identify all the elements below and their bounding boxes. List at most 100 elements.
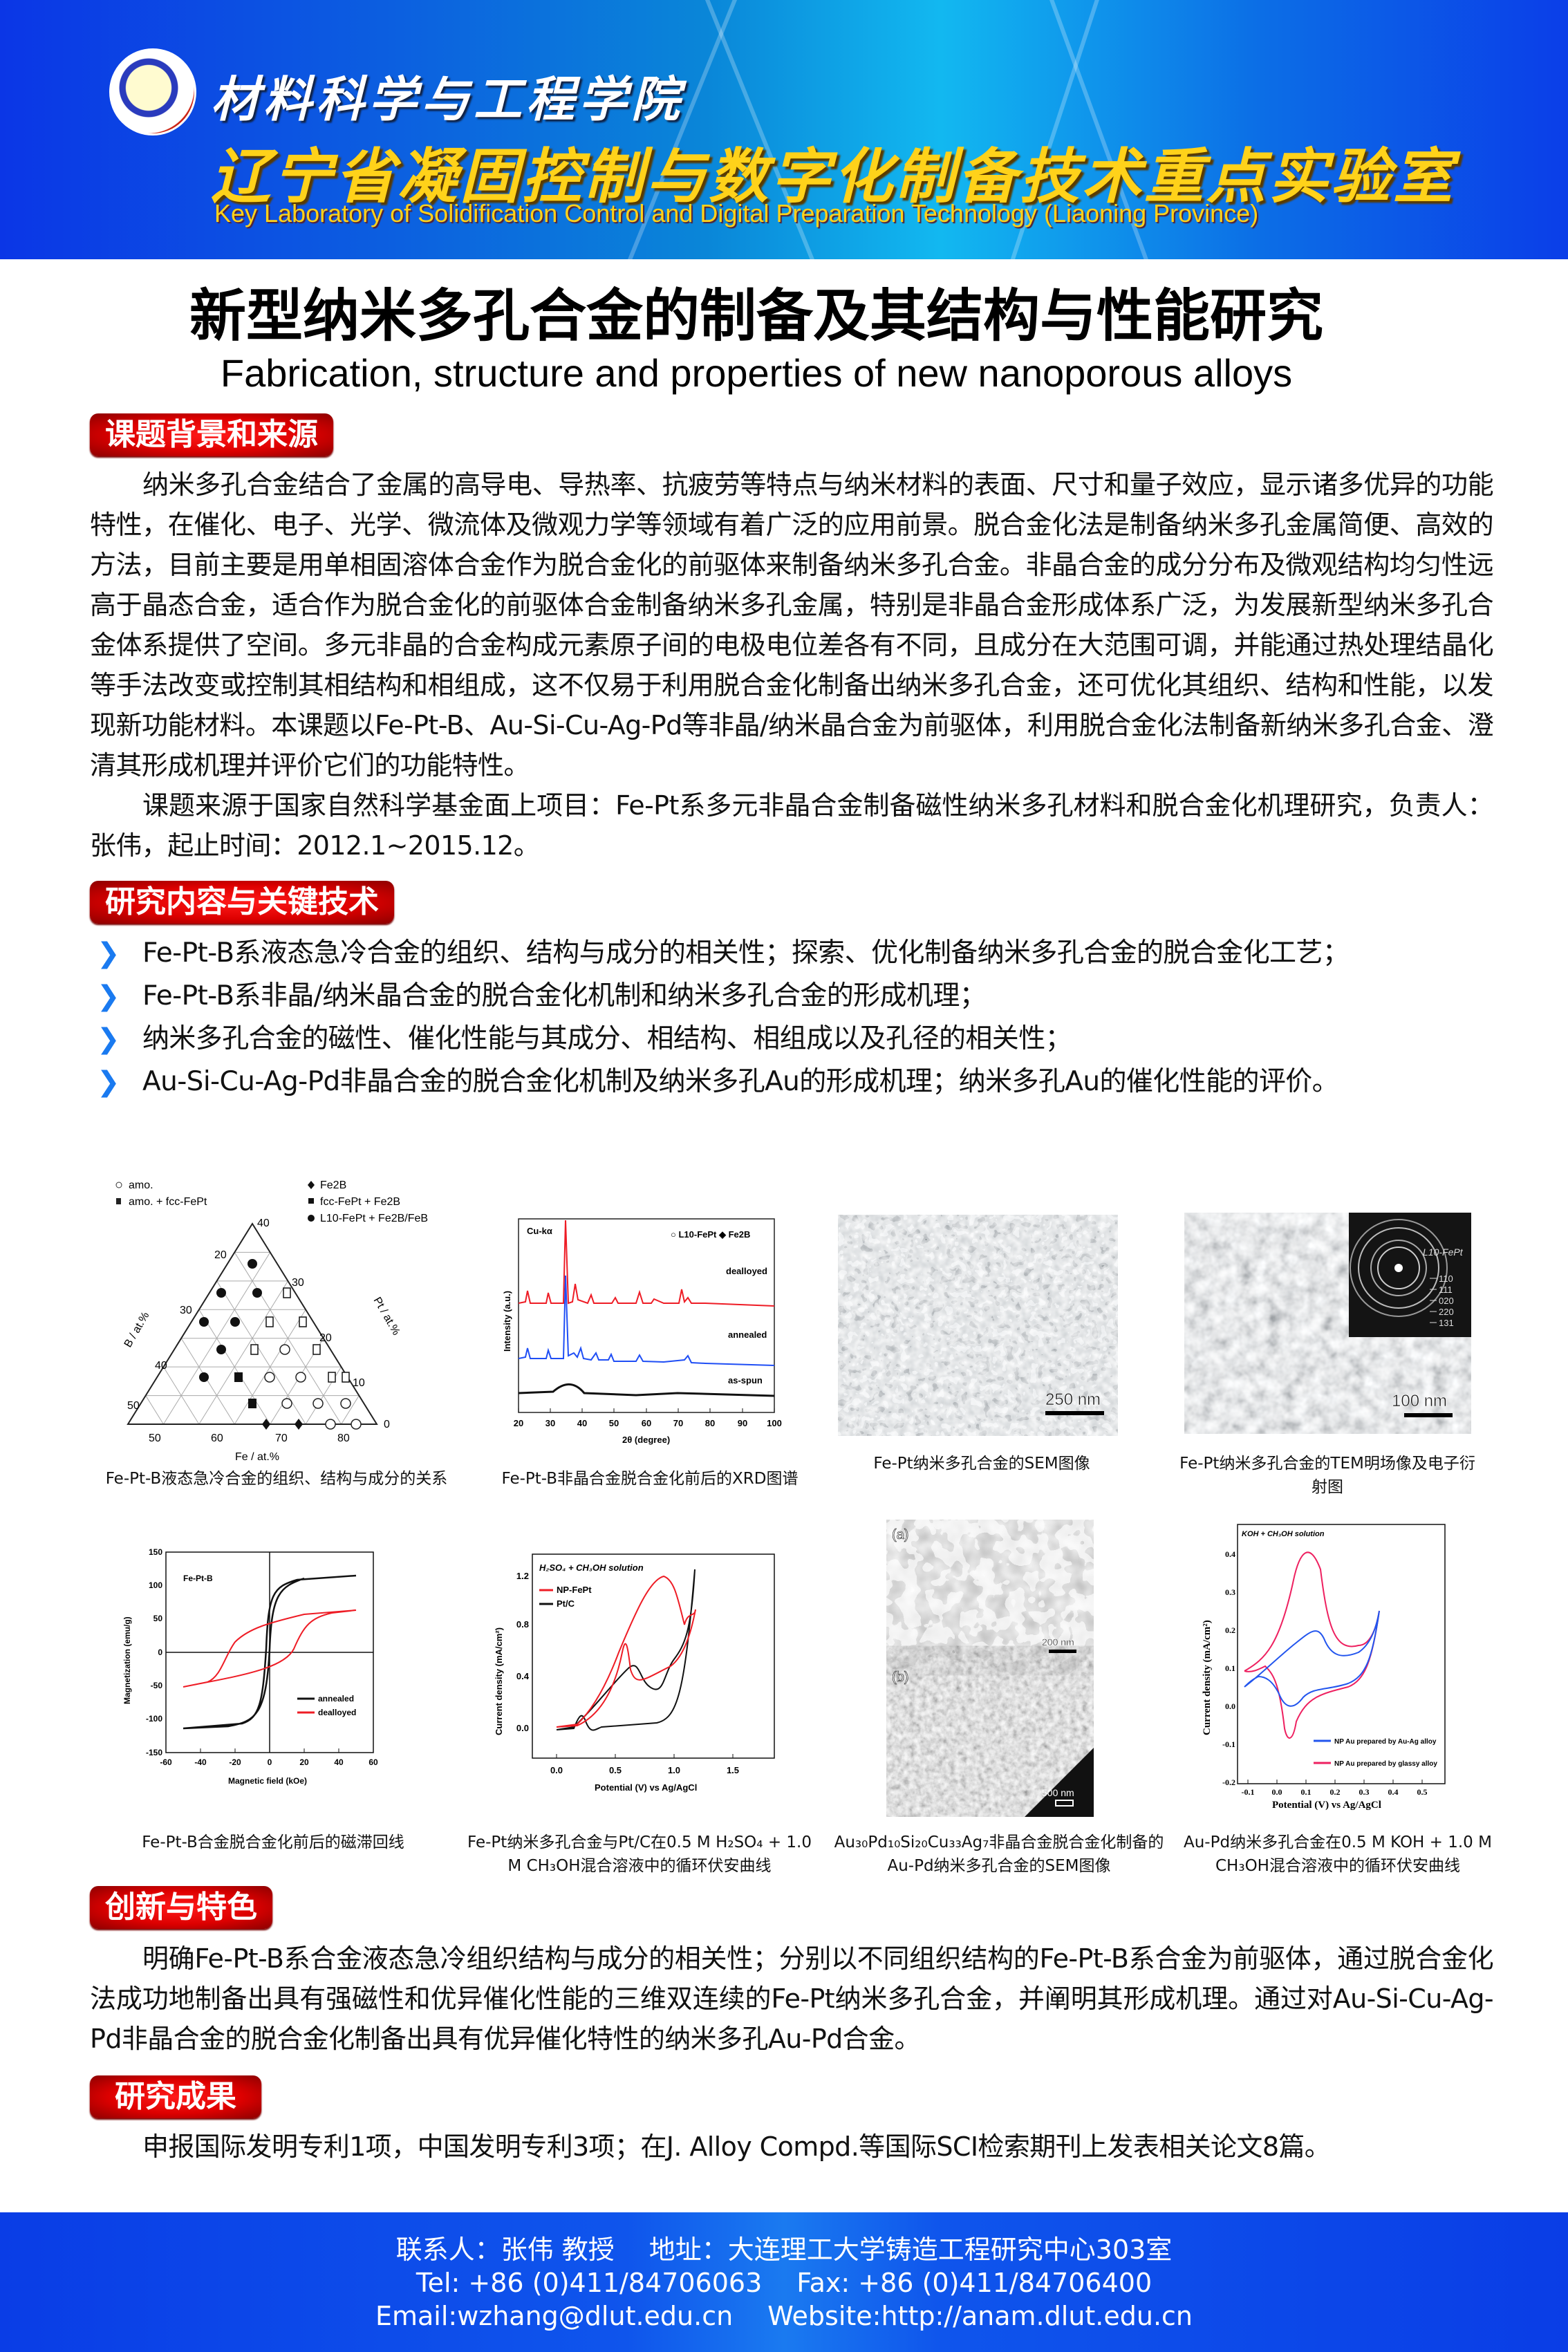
website-link[interactable]: Website:http://anam.dlut.edu.cn [767,2301,1193,2331]
tick-label: 0.8 [516,1619,529,1630]
phase-marker [295,1372,306,1383]
axis-label: Current density (mA/cm²) [1202,1620,1213,1735]
tick-label: 0.4 [1388,1787,1399,1797]
legend-label: ○ L10-FePt ◆ Fe2B [671,1229,750,1240]
tick-label: 90 [738,1418,747,1428]
tick-label: -150 [146,1748,162,1757]
list-item: ❯ Fe-Pt-B系液态急冷合金的组织、结构与成分的相关性；探索、优化制备纳米多孔… [90,932,1493,975]
grid-line [198,1280,288,1425]
chevron-right-icon: ❯ [97,980,120,1012]
chevron-right-icon: ❯ [97,1023,120,1055]
cv-aupd-chart: KOH + CH₃OH solution NP Au prepared by A… [1196,1521,1459,1811]
tick-label: 60 [368,1757,378,1767]
email-link[interactable]: Email:wzhang@dlut.edu.cn [375,2301,734,2331]
tick-label: 0.2 [1330,1787,1341,1797]
solution-label: H₂SO₄ + CH₃OH solution [539,1562,644,1573]
phase-marker [351,1419,362,1430]
cv-curve-np-fept [556,1575,696,1728]
tick-label: 0.3 [1225,1587,1235,1597]
phase-marker [299,1316,307,1327]
tick-label: 50 [127,1400,140,1412]
panel-label: (a) [892,1527,908,1542]
tick-label: 30 [292,1277,304,1289]
tick-label: 0.4 [1225,1549,1235,1559]
axis-label: Potential (V) vs Ag/AgCl [595,1782,697,1793]
phase-marker [264,1372,275,1383]
section-heading-background: 课题背景和来源 [90,413,333,456]
cv-curve-pt-c [556,1569,696,1731]
phase-label: L10-FePt [1423,1247,1464,1258]
tick-label: 0.0 [550,1765,563,1775]
tick-label: 0 [384,1419,390,1430]
phase-marker [283,1287,291,1298]
chevron-right-icon: ❯ [97,1066,120,1098]
tick-label: 100 [767,1418,782,1428]
tick-label: 30 [180,1305,192,1316]
phase-marker [295,1419,303,1430]
tick-label: 80 [705,1418,715,1428]
xrd-curve-annealed [518,1275,775,1366]
grid-line [163,1252,271,1425]
tick-label: 0.2 [1225,1625,1235,1635]
cv-curve-au-ag-alloy [1244,1610,1380,1707]
tick-label: 0.1 [1225,1663,1235,1673]
axis-label: Current density (mA/cm²) [494,1627,504,1735]
phase-marker [340,1398,351,1409]
phase-marker [262,1419,270,1430]
sem-aupd-image: (a) (b) 200 nm 500 nm [886,1520,1094,1817]
xrd-pattern-chart: Cu-kα ○ L10-FePt ◆ Fe2B dealloyed anneal… [498,1206,788,1448]
tick-label: 10 [353,1377,365,1389]
legend-label: NP-FePt [557,1585,592,1595]
list-item: ❯ Fe-Pt-B系非晶/纳米晶合金的脱合金化机制和纳米多孔合金的形成机理； [90,975,1493,1018]
tick-label: 20 [214,1249,227,1261]
phase-marker [199,1317,209,1327]
tick-label: 60 [642,1418,651,1428]
grid-line [216,1280,306,1425]
tick-label: -0.1 [1222,1739,1235,1749]
tick-label: 50 [609,1418,619,1428]
tick-label: 70 [275,1432,288,1444]
figure-caption: Fe-Pt-B非晶合金脱合金化前后的XRD图谱 [501,1470,799,1488]
phase-marker [342,1372,350,1383]
figure-caption: Fe-Pt-B合金脱合金化前后的磁滞回线 [142,1833,404,1851]
figure-caption: Fe-Pt纳米多孔合金的TEM明场像及电子衍射图 [1179,1455,1475,1496]
ring-label: 020 [1439,1296,1454,1306]
figure-caption: Au-Pd纳米多孔合金在0.5 M KOH + 1.0 M CH₃OH混合溶液中… [1184,1833,1492,1875]
xrd-curve-dealloyed [518,1220,775,1307]
grid-line [180,1338,235,1425]
research-list: ❯ Fe-Pt-B系液态急冷合金的组织、结构与成分的相关性；探索、优化制备纳米多孔… [90,932,1493,1103]
tick-label: 80 [337,1432,350,1444]
poster-header: 材料科学与工程学院 辽宁省凝固控制与数字化制备技术重点实验室 Key Labor… [0,0,1568,259]
tick-label: 50 [149,1432,161,1444]
ring-label: 220 [1439,1307,1454,1317]
tick-label: 30 [545,1418,555,1428]
tick-label: 70 [673,1418,683,1428]
legend-label: dealloyed [318,1708,356,1717]
tick-label: 0 [158,1648,162,1657]
axis-label: B / at.% [122,1310,152,1350]
lower-text-column: 创新与特色 明确Fe-Pt-B系合金液态急冷组织结构与成分的相关性；分别以不同组… [90,1886,1494,2167]
axis-label: Magnetic field (kOe) [228,1776,307,1786]
phase-marker [312,1344,321,1355]
tick-label: 0.0 [1272,1787,1282,1797]
ternary-phase-diagram: amo. amo. + fcc-FePt Fe2B fcc-FePt + Fe2… [111,1175,456,1466]
tick-label: -0.2 [1222,1777,1235,1787]
solution-label: KOH + CH₃OH solution [1242,1530,1325,1538]
phase-marker [325,1419,336,1430]
axis-label: 2θ (degree) [622,1435,670,1445]
figure-caption: Fe-Pt纳米多孔合金与Pt/C在0.5 M H₂SO₄ + 1.0 M CH₃… [467,1833,812,1875]
panel-label: (b) [892,1670,908,1685]
ring-label: 111 [1439,1285,1453,1295]
tick-label: 0.5 [609,1765,622,1775]
tick-label: -20 [229,1757,241,1767]
section-heading-innovation: 创新与特色 [90,1886,272,1929]
tem-image: L10-FePt 110 111 020 220 131 100 nm [1184,1213,1471,1434]
list-item: ❯ 纳米多孔合金的磁性、催化性能与其成分、相结构、相组成以及孔径的相关性； [90,1018,1493,1061]
tick-label: 0.5 [1417,1787,1428,1797]
legend-label: amo. [129,1179,153,1191]
page-title: 新型纳米多孔合金的制备及其结构与性能研究 [189,283,1323,349]
tick-label: 150 [149,1547,162,1557]
tick-label: 20 [514,1418,523,1428]
figure-caption: Fe-Pt纳米多孔合金的SEM图像 [873,1455,1090,1473]
phase-marker [312,1398,324,1409]
